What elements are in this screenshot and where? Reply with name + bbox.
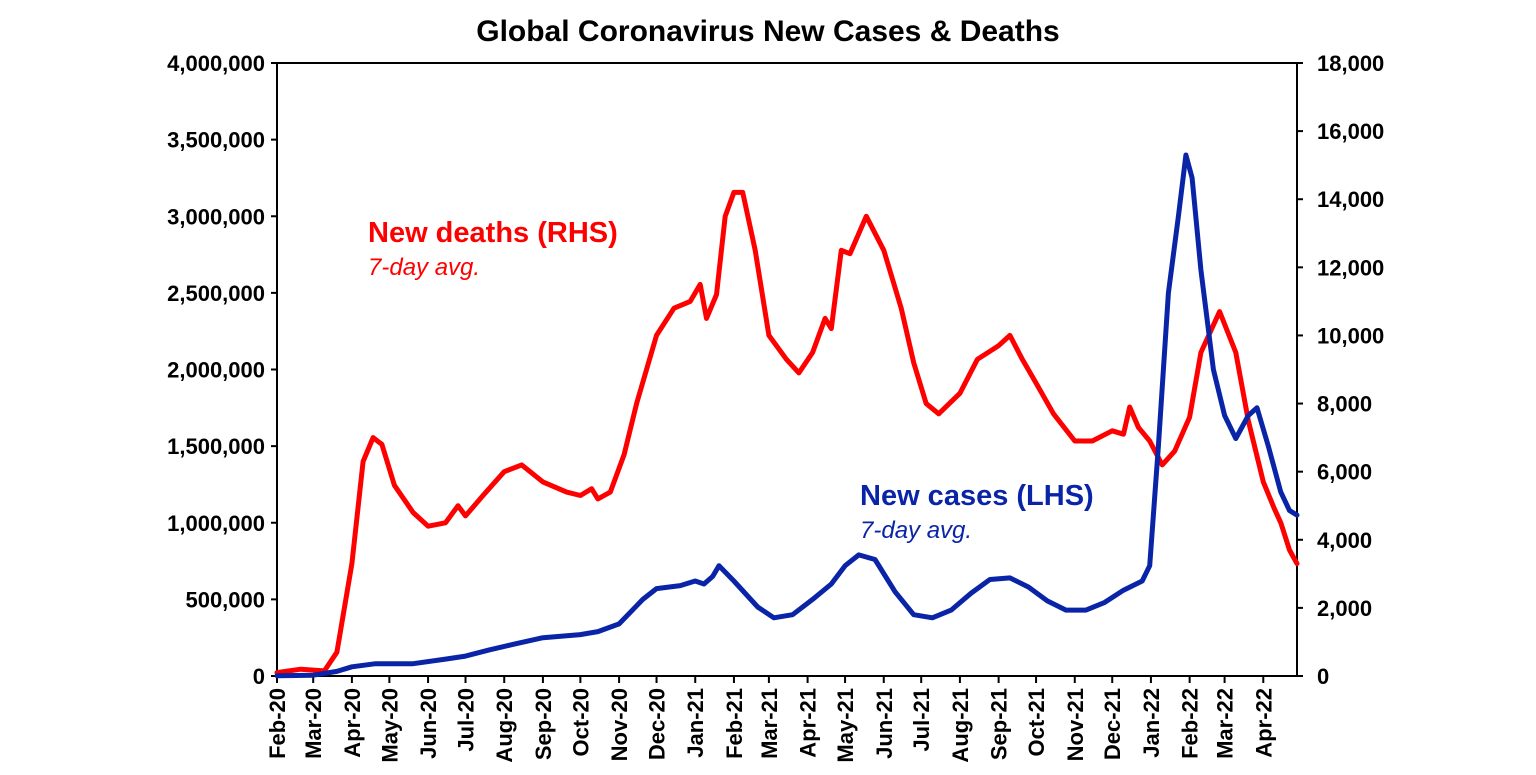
left-tick-label: 1,000,000 bbox=[167, 511, 265, 536]
x-tick-label: May-21 bbox=[833, 688, 858, 763]
left-tick-label: 1,500,000 bbox=[167, 434, 265, 459]
deaths-series-line bbox=[274, 189, 1300, 676]
left-tick-label: 2,500,000 bbox=[167, 281, 265, 306]
x-tick-label: Nov-20 bbox=[607, 688, 632, 761]
series-layer bbox=[274, 152, 1300, 679]
right-tick-label: 18,000 bbox=[1317, 51, 1384, 76]
right-tick-label: 4,000 bbox=[1317, 528, 1372, 553]
right-axis: 0 2,000 4,000 6,000 8,000 10,000 12,000 14,000 1… bbox=[1297, 51, 1384, 689]
x-tick-label: Aug-20 bbox=[492, 688, 517, 763]
cases-annotation: New cases (LHS) 7-day avg. bbox=[860, 480, 1094, 544]
x-axis: Feb-20 Mar-20 Apr-20 May-20 Jun-20 Jul-20 Aug-… bbox=[265, 676, 1276, 763]
x-tick-label: Oct-21 bbox=[1024, 688, 1049, 756]
right-tick-label: 10,000 bbox=[1317, 323, 1384, 348]
x-tick-label: Apr-20 bbox=[340, 688, 365, 758]
right-tick-label: 12,000 bbox=[1317, 255, 1384, 280]
x-tick-label: Apr-21 bbox=[796, 688, 821, 758]
x-tick-label: Jan-22 bbox=[1139, 688, 1164, 758]
right-tick-label: 0 bbox=[1317, 664, 1329, 689]
x-tick-label: Jun-20 bbox=[416, 688, 441, 759]
deaths-annotation: New deaths (RHS) 7-day avg. bbox=[368, 217, 618, 281]
x-tick-label: Mar-20 bbox=[301, 688, 326, 759]
x-tick-label: May-20 bbox=[377, 688, 402, 763]
x-tick-label: Jul-20 bbox=[454, 688, 479, 752]
left-axis: 0 500,000 1,000,000 1,500,000 2,000,000 2,500… bbox=[167, 51, 277, 689]
x-tick-label: Jul-21 bbox=[909, 688, 934, 752]
right-tick-label: 6,000 bbox=[1317, 460, 1372, 485]
left-tick-label: 2,000,000 bbox=[167, 358, 265, 383]
chart-title: Global Coronavirus New Cases & Deaths bbox=[476, 15, 1060, 48]
x-tick-label: Jun-21 bbox=[872, 688, 897, 759]
cases-series-line bbox=[274, 152, 1300, 679]
x-tick-label: Mar-21 bbox=[757, 688, 782, 759]
right-tick-label: 2,000 bbox=[1317, 596, 1372, 621]
cases-legend-sub: 7-day avg. bbox=[860, 517, 972, 544]
x-tick-label: Nov-21 bbox=[1063, 688, 1088, 761]
deaths-legend-sub: 7-day avg. bbox=[368, 254, 480, 281]
cases-legend-label: New cases (LHS) bbox=[860, 480, 1094, 512]
deaths-legend-label: New deaths (RHS) bbox=[368, 217, 618, 249]
left-tick-label: 4,000,000 bbox=[167, 51, 265, 76]
right-tick-label: 14,000 bbox=[1317, 187, 1384, 212]
left-tick-label: 3,500,000 bbox=[167, 128, 265, 153]
x-tick-label: Feb-21 bbox=[722, 688, 747, 759]
right-tick-label: 8,000 bbox=[1317, 392, 1372, 417]
x-tick-label: Mar-22 bbox=[1213, 688, 1238, 759]
x-tick-label: Apr-22 bbox=[1251, 688, 1276, 758]
x-tick-label: Sep-21 bbox=[987, 688, 1012, 760]
x-tick-label: Sep-20 bbox=[531, 688, 556, 760]
x-tick-label: Aug-21 bbox=[948, 688, 973, 763]
x-tick-label: Oct-20 bbox=[568, 688, 593, 756]
left-tick-label: 0 bbox=[253, 664, 265, 689]
x-tick-label: Dec-20 bbox=[645, 688, 670, 760]
x-tick-label: Feb-20 bbox=[265, 688, 290, 759]
x-tick-label: Dec-21 bbox=[1100, 688, 1125, 760]
left-tick-label: 500,000 bbox=[185, 587, 265, 612]
plot-area bbox=[276, 62, 1298, 677]
right-tick-label: 16,000 bbox=[1317, 119, 1384, 144]
x-tick-label: Feb-22 bbox=[1178, 688, 1203, 759]
left-tick-label: 3,000,000 bbox=[167, 204, 265, 229]
x-tick-label: Jan-21 bbox=[683, 688, 708, 758]
